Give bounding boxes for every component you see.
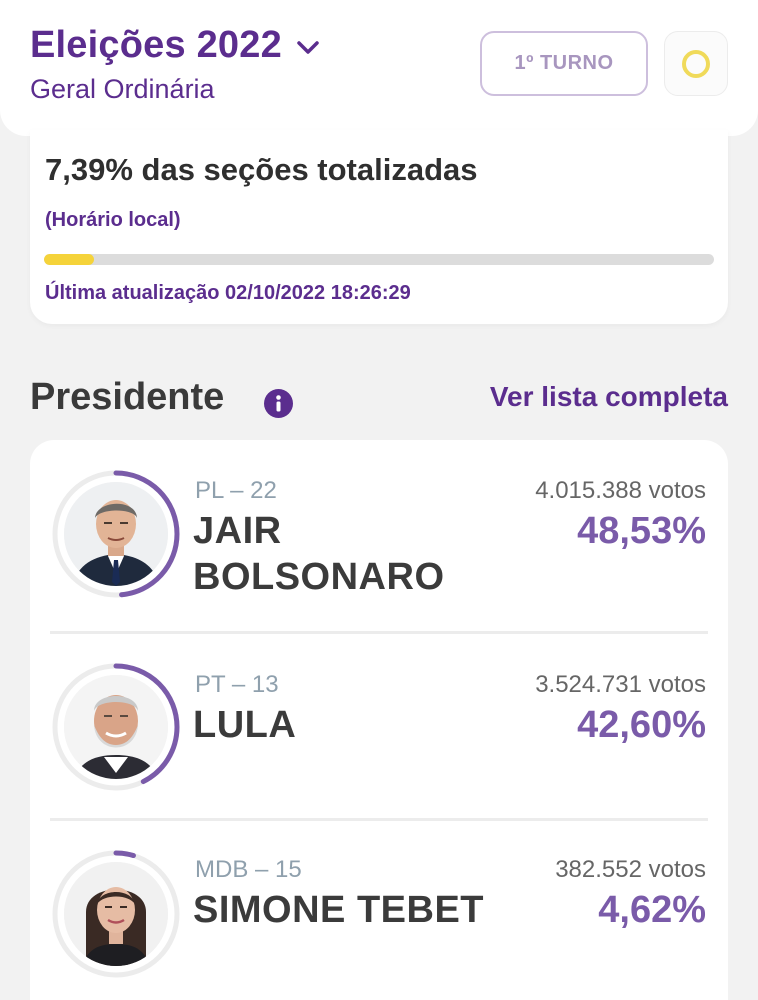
totalization-progress-bar [44, 254, 714, 265]
election-subtitle: Geral Ordinária [30, 74, 215, 104]
app-header: Eleições 2022 Geral Ordinária 1º TURNO [0, 0, 758, 136]
candidate-photo [64, 675, 168, 779]
candidate-votes: 4.015.388 votos [535, 477, 706, 504]
candidate-name: LULA [193, 704, 297, 746]
candidate-avatar [50, 661, 182, 793]
last-update-text: Última atualização 02/10/2022 18:26:29 [45, 282, 411, 304]
candidate-percent: 4,62% [598, 889, 706, 931]
candidate-votes: 3.524.731 votos [535, 671, 706, 698]
candidate-row[interactable]: PL – 22 JAIR BOLSONARO 4.015.388 votos 4… [30, 440, 728, 632]
local-time-note: (Horário local) [45, 209, 181, 231]
candidate-photo [64, 482, 168, 586]
divider [50, 818, 708, 821]
circle-ring-icon [682, 49, 710, 78]
divider [50, 631, 708, 634]
candidate-party: PL – 22 [195, 477, 277, 504]
candidates-card: PL – 22 JAIR BOLSONARO 4.015.388 votos 4… [30, 440, 728, 1000]
candidate-row[interactable]: MDB – 15 SIMONE TEBET 382.552 votos 4,62… [30, 821, 728, 1000]
candidate-name-line2: BOLSONARO [193, 556, 445, 598]
turno-button[interactable]: 1º TURNO [480, 31, 648, 96]
view-full-list-link[interactable]: Ver lista completa [489, 381, 728, 412]
candidate-photo [64, 862, 168, 966]
candidate-row[interactable]: PT – 13 LULA 3.524.731 votos 42,60% [30, 634, 728, 820]
status-button[interactable] [664, 31, 728, 96]
totalization-card: 7,39% das seções totalizadas (Horário lo… [30, 130, 728, 324]
progress-bar-fill [44, 254, 94, 265]
candidate-percent: 42,60% [577, 704, 706, 746]
chevron-down-icon [297, 40, 319, 54]
section-title: Presidente [30, 376, 225, 418]
candidate-votes: 382.552 votos [555, 856, 706, 883]
candidate-name: SIMONE TEBET [193, 889, 485, 931]
info-icon[interactable] [264, 389, 293, 418]
candidate-party: MDB – 15 [195, 856, 302, 883]
candidate-name: JAIR [193, 510, 282, 552]
candidate-percent: 48,53% [577, 510, 706, 552]
election-title: Eleições 2022 [30, 24, 282, 66]
candidate-avatar [50, 468, 182, 600]
candidate-party: PT – 13 [195, 671, 279, 698]
totalization-headline: 7,39% das seções totalizadas [45, 152, 478, 187]
election-selector[interactable]: Eleições 2022 [30, 24, 320, 67]
candidate-avatar [50, 848, 182, 980]
